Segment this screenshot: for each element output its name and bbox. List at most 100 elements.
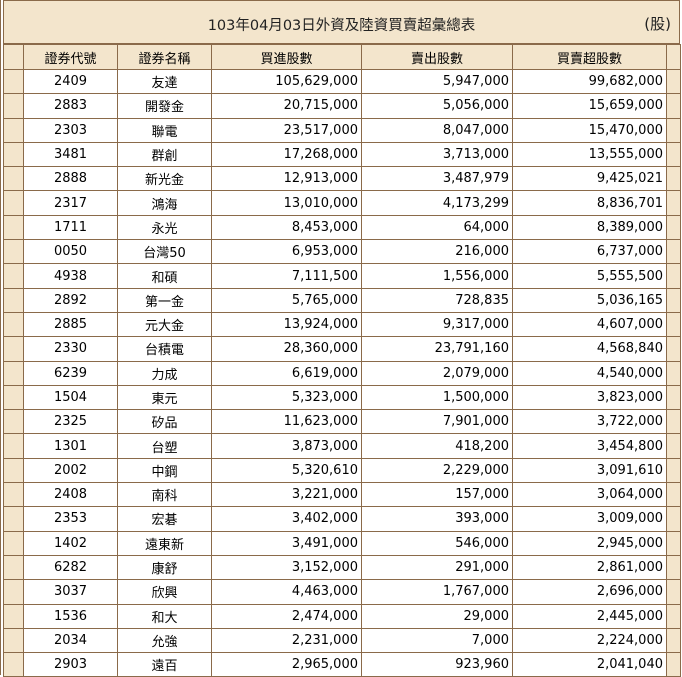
row-spacer-left [3, 554, 24, 581]
row-spacer-left [3, 409, 24, 435]
row-spacer-right [666, 554, 681, 581]
stock-code-cell: 2885 [23, 311, 118, 338]
sell-shares-cell: 29,000 [361, 603, 513, 629]
row-spacer-right [666, 336, 681, 362]
net-shares-cell: 2,445,000 [512, 603, 667, 629]
sell-shares-cell: 1,767,000 [361, 579, 513, 605]
row-spacer-left [3, 190, 24, 216]
net-shares-cell: 3,823,000 [512, 384, 667, 411]
sell-shares-cell: 64,000 [361, 214, 513, 241]
sell-shares-cell: 7,901,000 [361, 409, 513, 435]
buy-shares-cell: 13,010,000 [211, 190, 362, 216]
stock-name-cell: 矽品 [117, 409, 212, 435]
row-spacer-right [666, 506, 681, 532]
row-spacer-right [666, 214, 681, 241]
row-spacer-right [666, 141, 681, 168]
net-shares-cell: 4,607,000 [512, 311, 667, 338]
table-row: 0050 台灣50 6,953,000 216,000 6,737,000 [3, 239, 681, 265]
net-shares-cell: 99,682,000 [512, 68, 667, 95]
sell-shares-cell: 157,000 [361, 482, 513, 508]
stock-code-cell: 1536 [23, 603, 118, 629]
sell-shares-cell: 1,500,000 [361, 384, 513, 411]
table-row: 2330 台積電 28,360,000 23,791,160 4,568,840 [3, 336, 681, 362]
sell-shares-cell: 5,056,000 [361, 93, 513, 119]
stock-code-cell: 1504 [23, 384, 118, 411]
stock-code-cell: 6282 [23, 554, 118, 581]
buy-shares-cell: 23,517,000 [211, 117, 362, 143]
stock-name-cell: 群創 [117, 141, 212, 168]
net-shares-cell: 8,836,701 [512, 190, 667, 216]
net-shares-cell: 3,064,000 [512, 482, 667, 508]
net-shares-cell: 2,861,000 [512, 554, 667, 581]
row-spacer-left [3, 68, 24, 95]
table-body: 2409 友達 105,629,000 5,947,000 99,682,000 2883… [3, 68, 681, 677]
stock-name-cell: 允強 [117, 627, 212, 654]
buy-shares-cell: 28,360,000 [211, 336, 362, 362]
row-spacer-left [3, 117, 24, 143]
row-spacer-left [3, 457, 24, 484]
buy-shares-cell: 13,924,000 [211, 311, 362, 338]
row-spacer-right [666, 627, 681, 654]
net-shares-cell: 3,091,610 [512, 457, 667, 484]
stock-code-cell: 2888 [23, 166, 118, 192]
buy-shares-cell: 3,873,000 [211, 433, 362, 459]
sell-shares-cell: 5,947,000 [361, 68, 513, 95]
stock-name-cell: 新光金 [117, 166, 212, 192]
buy-shares-cell: 3,402,000 [211, 506, 362, 532]
row-spacer-left [3, 93, 24, 119]
stock-name-cell: 開發金 [117, 93, 212, 119]
net-shares-cell: 5,036,165 [512, 287, 667, 313]
row-spacer-left [3, 627, 24, 654]
stock-name-cell: 聯電 [117, 117, 212, 143]
stock-code-cell: 2883 [23, 93, 118, 119]
stock-name-cell: 第一金 [117, 287, 212, 313]
row-spacer-left [3, 433, 24, 459]
row-spacer-left [3, 652, 24, 677]
stock-code-cell: 3037 [23, 579, 118, 605]
stock-code-cell: 2002 [23, 457, 118, 484]
buy-shares-cell: 5,765,000 [211, 287, 362, 313]
table-row: 6282 康舒 3,152,000 291,000 2,861,000 [3, 554, 681, 581]
net-shares-cell: 2,224,000 [512, 627, 667, 654]
net-shares-cell: 5,555,500 [512, 263, 667, 289]
stock-name-cell: 力成 [117, 360, 212, 386]
buy-shares-cell: 2,474,000 [211, 603, 362, 629]
stock-code-cell: 2034 [23, 627, 118, 654]
stock-name-cell: 友達 [117, 68, 212, 95]
stock-code-cell: 2892 [23, 287, 118, 313]
stock-name-cell: 宏碁 [117, 506, 212, 532]
sell-shares-cell: 216,000 [361, 239, 513, 265]
table-row: 1301 台塑 3,873,000 418,200 3,454,800 [3, 433, 681, 459]
sell-shares-cell: 23,791,160 [361, 336, 513, 362]
sell-shares-cell: 728,835 [361, 287, 513, 313]
sell-shares-cell: 2,079,000 [361, 360, 513, 386]
table-row: 1504 東元 5,323,000 1,500,000 3,823,000 [3, 384, 681, 411]
stock-name-cell: 康舒 [117, 554, 212, 581]
stock-code-cell: 1301 [23, 433, 118, 459]
buy-shares-cell: 20,715,000 [211, 93, 362, 119]
stock-code-cell: 4938 [23, 263, 118, 289]
row-spacer-right [666, 239, 681, 265]
buy-shares-cell: 3,221,000 [211, 482, 362, 508]
table-row: 2408 南科 3,221,000 157,000 3,064,000 [3, 482, 681, 508]
header-spacer-right [666, 44, 681, 70]
stock-code-cell: 6239 [23, 360, 118, 386]
stock-code-cell: 1402 [23, 530, 118, 556]
row-spacer-right [666, 166, 681, 192]
sell-shares-cell: 4,173,299 [361, 190, 513, 216]
buy-shares-cell: 7,111,500 [211, 263, 362, 289]
row-spacer-left [3, 506, 24, 532]
stock-name-cell: 台塑 [117, 433, 212, 459]
row-spacer-right [666, 482, 681, 508]
stock-code-cell: 2353 [23, 506, 118, 532]
row-spacer-right [666, 603, 681, 629]
table-row: 2892 第一金 5,765,000 728,835 5,036,165 [3, 287, 681, 313]
row-spacer-right [666, 433, 681, 459]
stock-code-cell: 2303 [23, 117, 118, 143]
buy-shares-cell: 8,453,000 [211, 214, 362, 241]
buy-shares-cell: 4,463,000 [211, 579, 362, 605]
table-header-row: 證券代號 證券名稱 買進股數 賣出股數 買賣超股數 [3, 44, 681, 70]
row-spacer-right [666, 68, 681, 95]
sell-shares-cell: 291,000 [361, 554, 513, 581]
